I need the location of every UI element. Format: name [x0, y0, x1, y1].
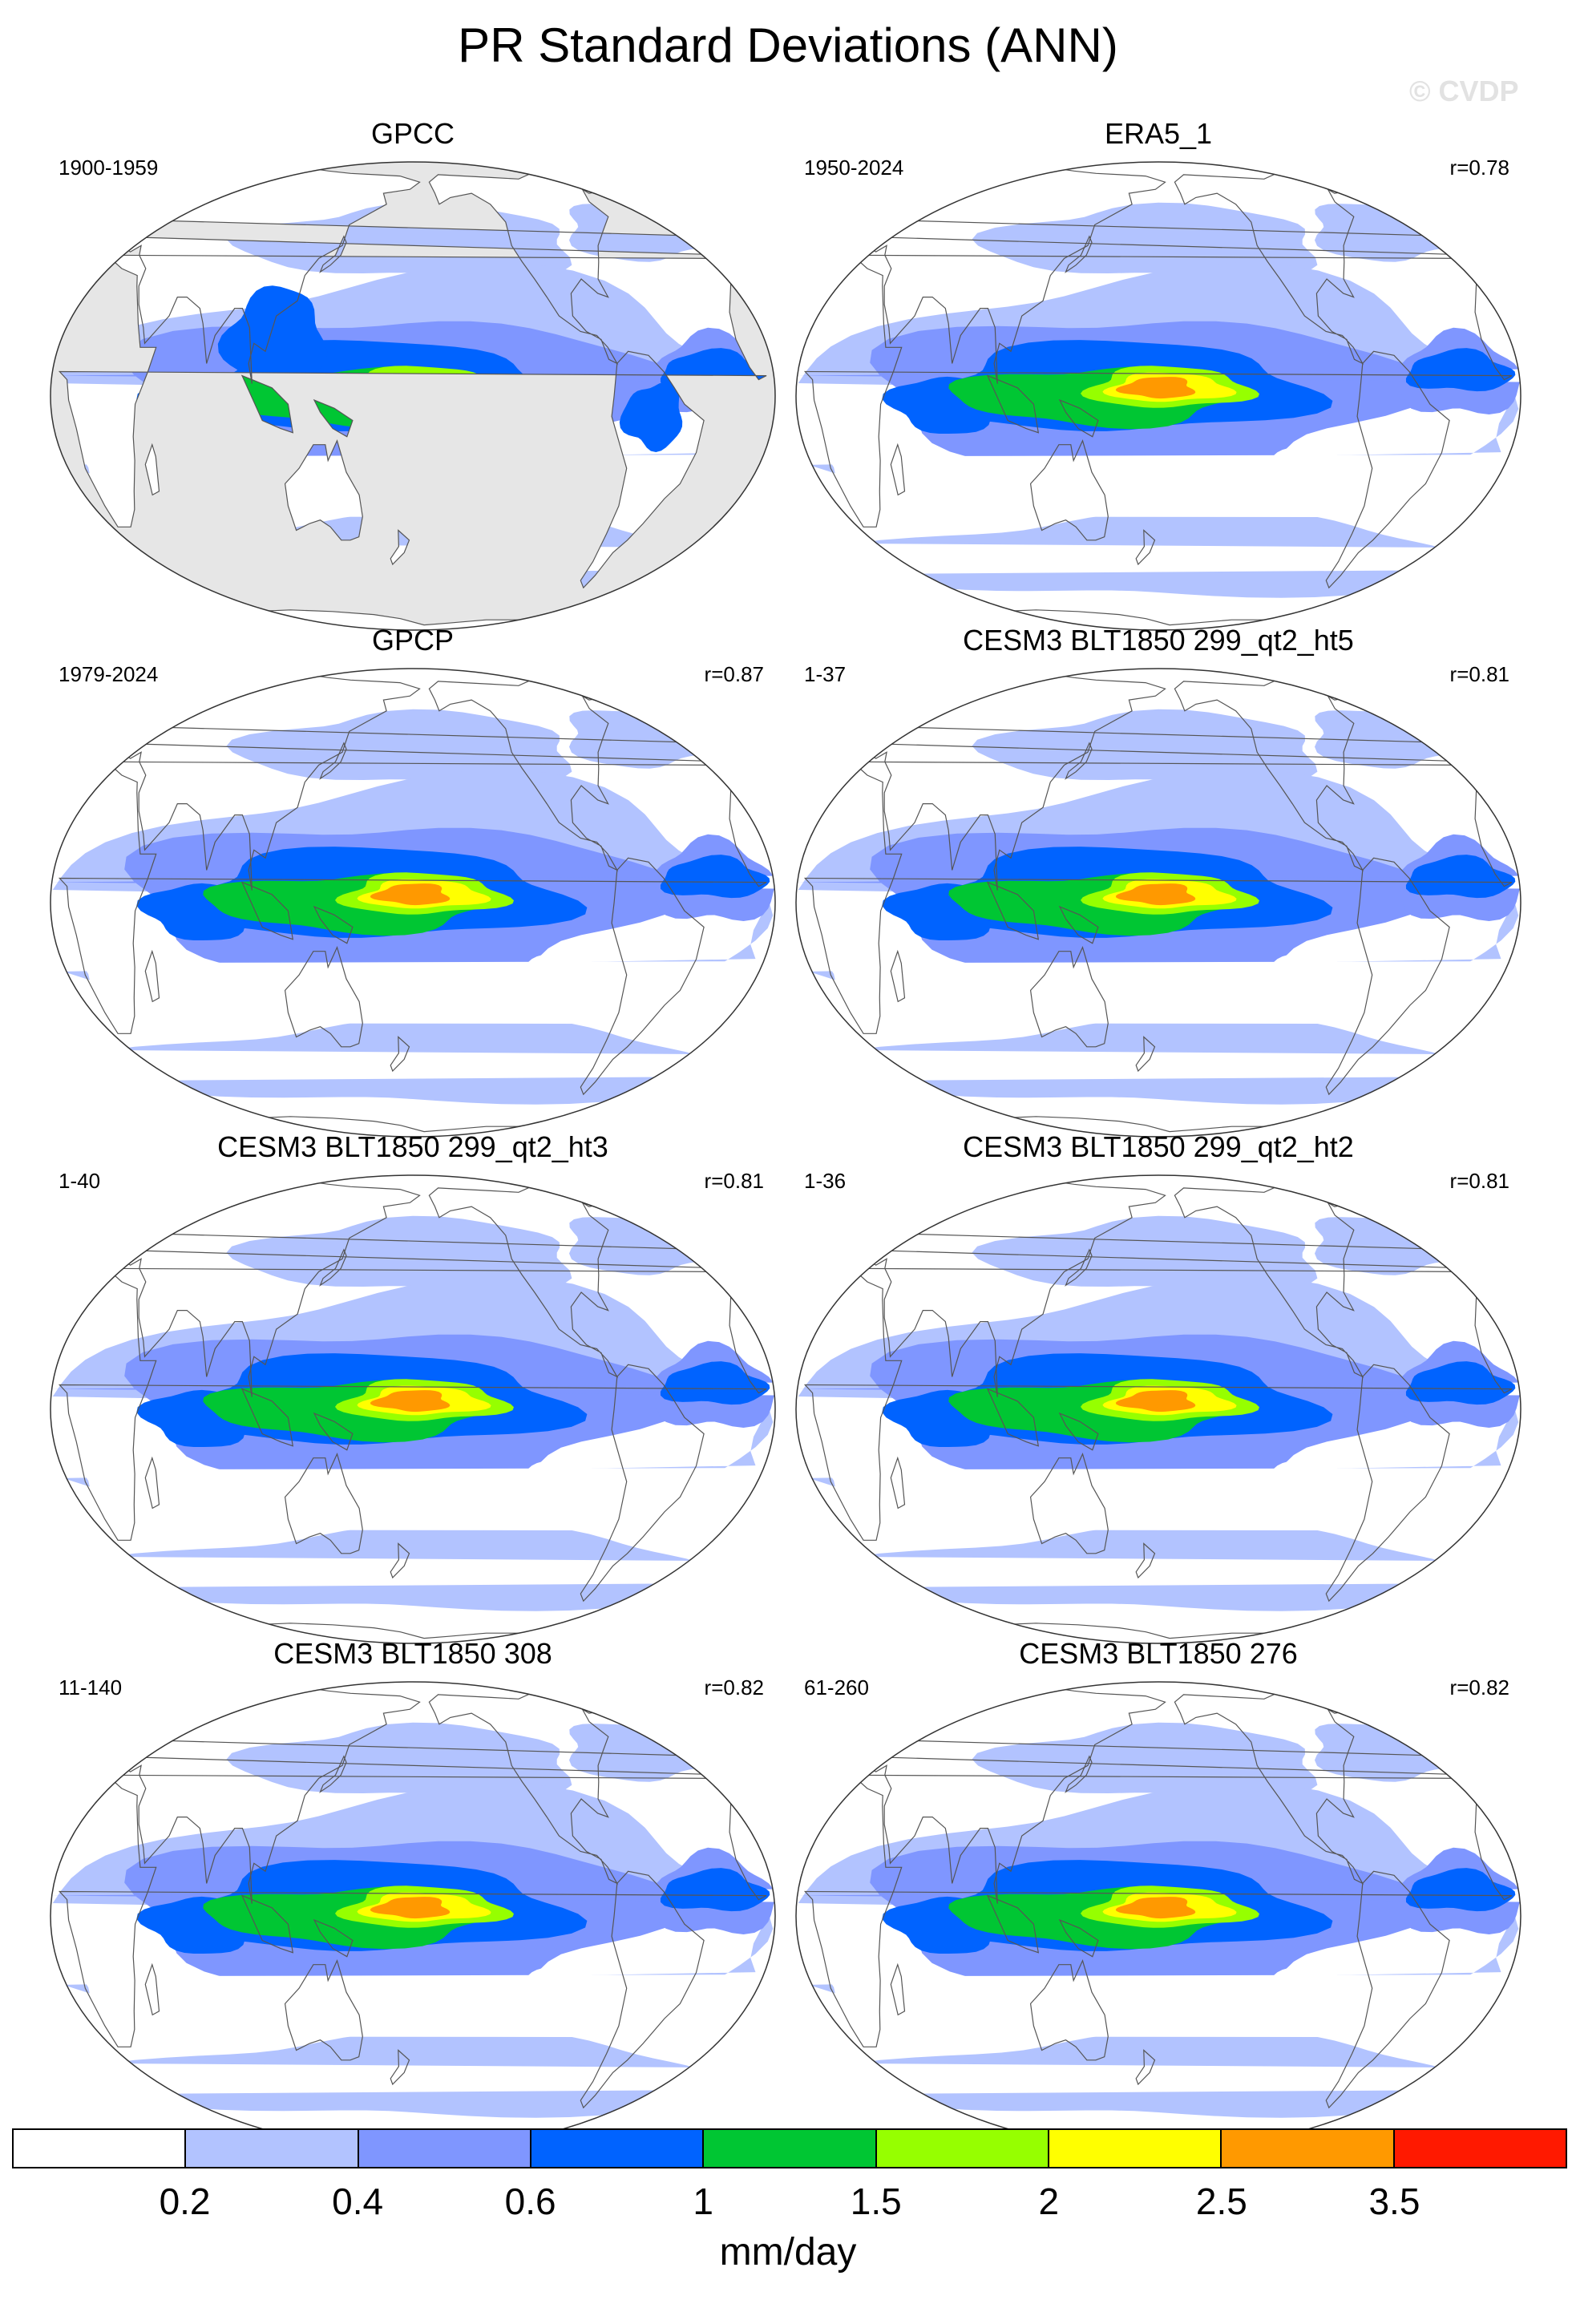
colorbar [12, 2128, 1567, 2168]
precip-contours [796, 162, 1521, 630]
colorbar-labels: 0.2 0.4 0.6 1 1.5 2 2.5 3.5 [12, 2179, 1567, 2224]
world-map [795, 668, 1521, 1138]
colorbar-swatch [1222, 2130, 1395, 2167]
panel-title: CESM3 BLT1850 276 [1019, 1637, 1298, 1670]
colorbar-swatch [876, 2130, 1049, 2167]
panel-correlation: r=0.81 [704, 1169, 764, 1193]
colorbar-tick-label: 2.5 [1195, 2181, 1247, 2222]
colorbar-tick-label: 1.5 [850, 2181, 902, 2222]
panel-correlation: r=0.81 [1449, 662, 1509, 686]
map-border [795, 1174, 1521, 1644]
watermark: © CVDP [1409, 75, 1519, 107]
map-border [795, 668, 1521, 1138]
world-map [50, 668, 776, 1138]
colorbar-tick-label: 0.6 [504, 2181, 556, 2222]
world-map [795, 161, 1521, 631]
panel-title: GPCP [371, 624, 455, 657]
panel-period: 61-260 [804, 1675, 869, 1700]
panel-title: CESM3 BLT1850 299_qt2_ht2 [963, 1130, 1354, 1163]
world-map [50, 1681, 776, 2151]
panel-title: CESM3 BLT1850 299_qt2_ht3 [217, 1130, 608, 1163]
map-panel-era5: ERA5_1 1950-2024 r=0.78 [790, 117, 1527, 638]
precip-contours [51, 1175, 775, 1643]
world-map [50, 1174, 776, 1644]
world-map [50, 161, 776, 631]
map-panel-ht3: CESM3 BLT1850 299_qt2_ht3 1-40 r=0.81 [44, 1130, 782, 1651]
panel-period: 1-37 [804, 662, 847, 686]
precip-contours [796, 1175, 1521, 1643]
colorbar-swatch [531, 2130, 705, 2167]
world-map [795, 1174, 1521, 1644]
panel-period: 1979-2024 [59, 662, 159, 686]
map-border [50, 668, 776, 1138]
map-panel-ht2: CESM3 BLT1850 299_qt2_ht2 1-36 r=0.81 [790, 1130, 1527, 1651]
panel-correlation: r=0.82 [1449, 1675, 1509, 1700]
precip-contours [796, 1682, 1521, 2150]
map-border [50, 161, 776, 631]
map-panel-276: CESM3 BLT1850 276 61-260 r=0.82 [790, 1637, 1527, 2158]
panel-correlation: r=0.78 [1449, 156, 1509, 180]
precip-contours [51, 1682, 775, 2150]
panel-period: 11-140 [59, 1675, 123, 1700]
panel-title: ERA5_1 [1104, 117, 1213, 150]
colorbar-swatch [704, 2130, 877, 2167]
map-panel-ht5: CESM3 BLT1850 299_qt2_ht5 1-37 r=0.81 [790, 624, 1527, 1145]
precip-contours [51, 669, 775, 1137]
main-title: PR Standard Deviations (ANN) [458, 18, 1118, 72]
panel-period: 1950-2024 [804, 156, 904, 180]
panel-period: 1-36 [804, 1169, 847, 1193]
colorbar-tick-label: 3.5 [1368, 2181, 1420, 2222]
world-map [795, 1681, 1521, 2151]
colorbar-units: mm/day [719, 2231, 857, 2273]
colorbar-swatch [358, 2130, 531, 2167]
panel-period: 1-40 [59, 1169, 101, 1193]
map-border [795, 161, 1521, 631]
colorbar-swatch [186, 2130, 359, 2167]
map-border [50, 1174, 776, 1644]
panel-title: GPCC [370, 117, 455, 150]
colorbar-tick-label: 2 [1038, 2181, 1060, 2222]
precip-contours [796, 669, 1521, 1137]
panel-correlation: r=0.82 [704, 1675, 764, 1700]
panel-period: 1900-1959 [59, 156, 159, 180]
colorbar-swatch [1049, 2130, 1222, 2167]
colorbar-tick-label: 0.2 [159, 2181, 211, 2222]
colorbar-tick-label: 1 [693, 2181, 714, 2222]
panel-title: CESM3 BLT1850 308 [273, 1637, 552, 1670]
colorbar-tick-label: 0.4 [332, 2181, 384, 2222]
map-panel-gpcc: GPCC 1900-1959 [44, 117, 782, 638]
map-panel-308: CESM3 BLT1850 308 11-140 r=0.82 [44, 1637, 782, 2158]
panel-correlation: r=0.87 [704, 662, 764, 686]
panel-title: CESM3 BLT1850 299_qt2_ht5 [963, 624, 1354, 657]
colorbar-swatch [14, 2130, 187, 2167]
map-panel-gpcp: GPCP 1979-2024 r=0.87 [44, 624, 782, 1145]
panel-correlation: r=0.81 [1449, 1169, 1509, 1193]
colorbar-swatch [1394, 2130, 1566, 2167]
